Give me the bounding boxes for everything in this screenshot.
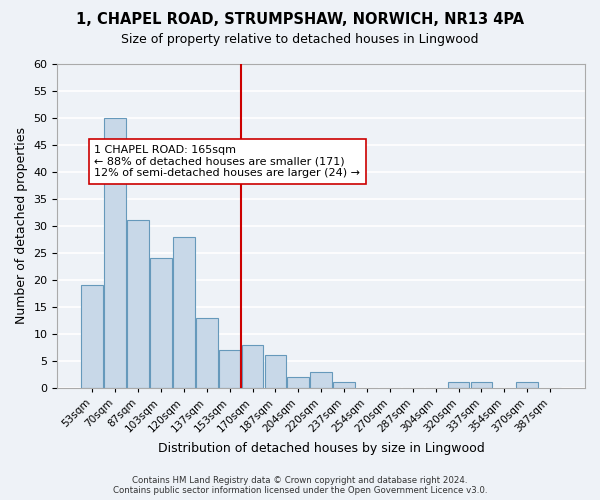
Bar	[104, 118, 126, 388]
Bar	[265, 356, 286, 388]
X-axis label: Distribution of detached houses by size in Lingwood: Distribution of detached houses by size …	[158, 442, 485, 455]
Text: 1, CHAPEL ROAD, STRUMPSHAW, NORWICH, NR13 4PA: 1, CHAPEL ROAD, STRUMPSHAW, NORWICH, NR1…	[76, 12, 524, 28]
Bar	[310, 372, 332, 388]
Bar	[150, 258, 172, 388]
Text: Size of property relative to detached houses in Lingwood: Size of property relative to detached ho…	[121, 32, 479, 46]
Text: Contains HM Land Registry data © Crown copyright and database right 2024.
Contai: Contains HM Land Registry data © Crown c…	[113, 476, 487, 495]
Bar	[219, 350, 241, 388]
Bar	[196, 318, 218, 388]
Bar	[448, 382, 469, 388]
Bar	[470, 382, 493, 388]
Bar	[82, 286, 103, 388]
Text: 1 CHAPEL ROAD: 165sqm
← 88% of detached houses are smaller (171)
12% of semi-det: 1 CHAPEL ROAD: 165sqm ← 88% of detached …	[94, 145, 361, 178]
Y-axis label: Number of detached properties: Number of detached properties	[15, 128, 28, 324]
Bar	[287, 377, 309, 388]
Bar	[173, 236, 195, 388]
Bar	[333, 382, 355, 388]
Bar	[242, 344, 263, 388]
Bar	[127, 220, 149, 388]
Bar	[517, 382, 538, 388]
